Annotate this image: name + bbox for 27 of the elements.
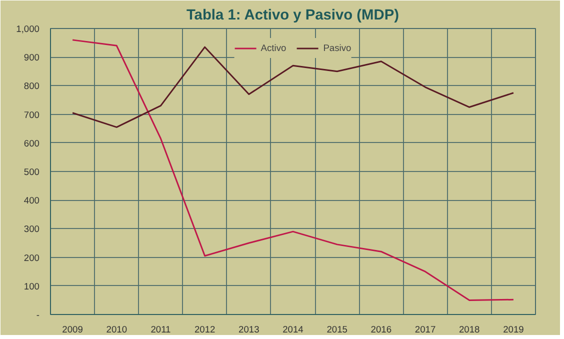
x-tick-label: 2010 (106, 324, 128, 334)
x-tick-label: 2016 (370, 324, 392, 334)
x-tick-label: 2019 (503, 324, 524, 334)
y-tick-label: 300 (24, 224, 40, 234)
y-tick-label: 800 (24, 81, 40, 92)
legend-label: Activo (260, 43, 286, 53)
x-tick-label: 2009 (62, 324, 83, 334)
y-tick-label: - (36, 310, 40, 320)
y-tick-label: 100 (24, 281, 40, 292)
line-series (72, 39, 514, 301)
line-series (72, 46, 514, 128)
x-tick-label: 2011 (150, 324, 171, 334)
x-tick-label: 2013 (238, 324, 260, 334)
x-tick-label: 2014 (282, 324, 304, 334)
y-tick-label: 700 (24, 110, 40, 120)
y-tick-label: 400 (24, 196, 40, 206)
y-tick-label: 200 (24, 252, 40, 263)
chart-title: Tabla 1: Activo y Pasivo (MDP) (186, 8, 400, 24)
y-tick-label: 1,000 (16, 24, 40, 34)
x-tick-label: 2018 (458, 324, 480, 334)
y-tick-label: 900 (24, 52, 40, 63)
x-tick-label: 2017 (414, 324, 436, 334)
x-tick-label: 2015 (326, 324, 348, 334)
legend-label: Pasivo (323, 43, 352, 53)
x-tick-label: 2012 (194, 324, 216, 334)
y-tick-label: 600 (24, 138, 40, 148)
y-tick-label: 500 (24, 167, 40, 177)
